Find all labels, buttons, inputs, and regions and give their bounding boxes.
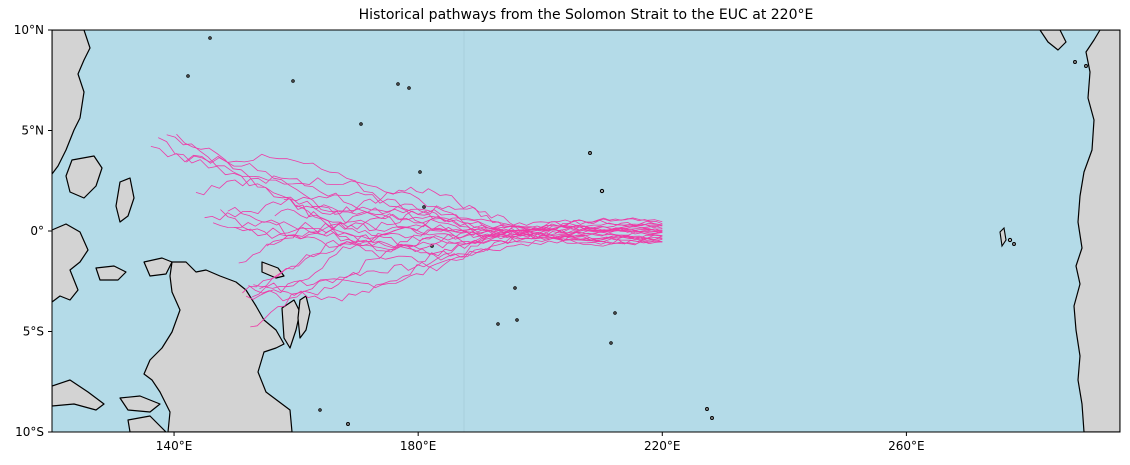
island-timor <box>52 379 105 411</box>
pathway-line <box>158 137 663 234</box>
island-small <box>208 36 212 40</box>
pathway-line <box>283 198 663 248</box>
pathway-line <box>195 175 663 240</box>
map-title: Historical pathways from the Solomon Str… <box>358 7 814 23</box>
island-small <box>705 407 709 411</box>
x-tick-label: 140°E <box>156 439 193 453</box>
pathway-line <box>311 186 663 233</box>
island-small <box>1073 60 1077 64</box>
island-small <box>418 170 422 174</box>
landmass-central-america <box>1039 30 1067 51</box>
island-birds-head <box>143 257 173 277</box>
pathway-line <box>266 227 663 263</box>
pathway-line <box>253 231 663 302</box>
island-small <box>613 311 617 315</box>
pathway-group <box>150 133 663 328</box>
island-small <box>186 74 190 78</box>
pathway-line <box>252 224 663 298</box>
island-small <box>515 318 519 322</box>
x-tick-label: 220°E <box>644 439 681 453</box>
island-halmahera <box>115 177 135 223</box>
pathway-line <box>166 134 663 243</box>
island-small <box>422 205 426 209</box>
landmass-south-america <box>1073 30 1120 432</box>
island-small <box>710 416 714 420</box>
pathway-line <box>220 203 663 240</box>
island-small <box>359 122 363 126</box>
island-small <box>1084 64 1088 68</box>
island-small <box>599 188 605 194</box>
y-tick-label: 5°N <box>21 124 44 138</box>
island-galapagos <box>1012 242 1016 246</box>
x-tick-label: 180°E <box>400 439 437 453</box>
island-small <box>318 408 322 412</box>
y-tick-label: 5°S <box>23 325 44 339</box>
island-mindanao-south <box>65 155 103 199</box>
island-small <box>513 286 517 290</box>
island-new-britain <box>281 299 301 349</box>
island-small <box>609 341 613 345</box>
pathway-line <box>274 208 663 249</box>
landmass-new-guinea <box>143 261 293 432</box>
x-tick-label: 260°E <box>888 439 925 453</box>
island-lesser-sunda <box>119 395 161 413</box>
island-small <box>396 82 400 86</box>
landmass-australia-north <box>127 415 167 432</box>
pathway-line <box>186 155 663 241</box>
island-small <box>407 86 411 90</box>
island-small <box>588 151 592 155</box>
y-tick-label: 0° <box>30 224 44 238</box>
pathway-line <box>212 213 663 242</box>
island-small <box>291 79 295 83</box>
landmass-mindanao <box>52 30 91 175</box>
island-small <box>496 322 500 326</box>
island-galapagos <box>999 226 1007 248</box>
y-tick-label: 10°S <box>15 425 44 439</box>
island-seram <box>95 265 127 281</box>
island-galapagos <box>1007 237 1013 243</box>
pathway-line <box>150 146 663 245</box>
island-small <box>346 422 350 426</box>
y-tick-label: 10°N <box>14 23 44 37</box>
pathway-line <box>259 229 663 289</box>
island-sulawesi <box>52 223 89 303</box>
pathway-line <box>295 204 663 236</box>
